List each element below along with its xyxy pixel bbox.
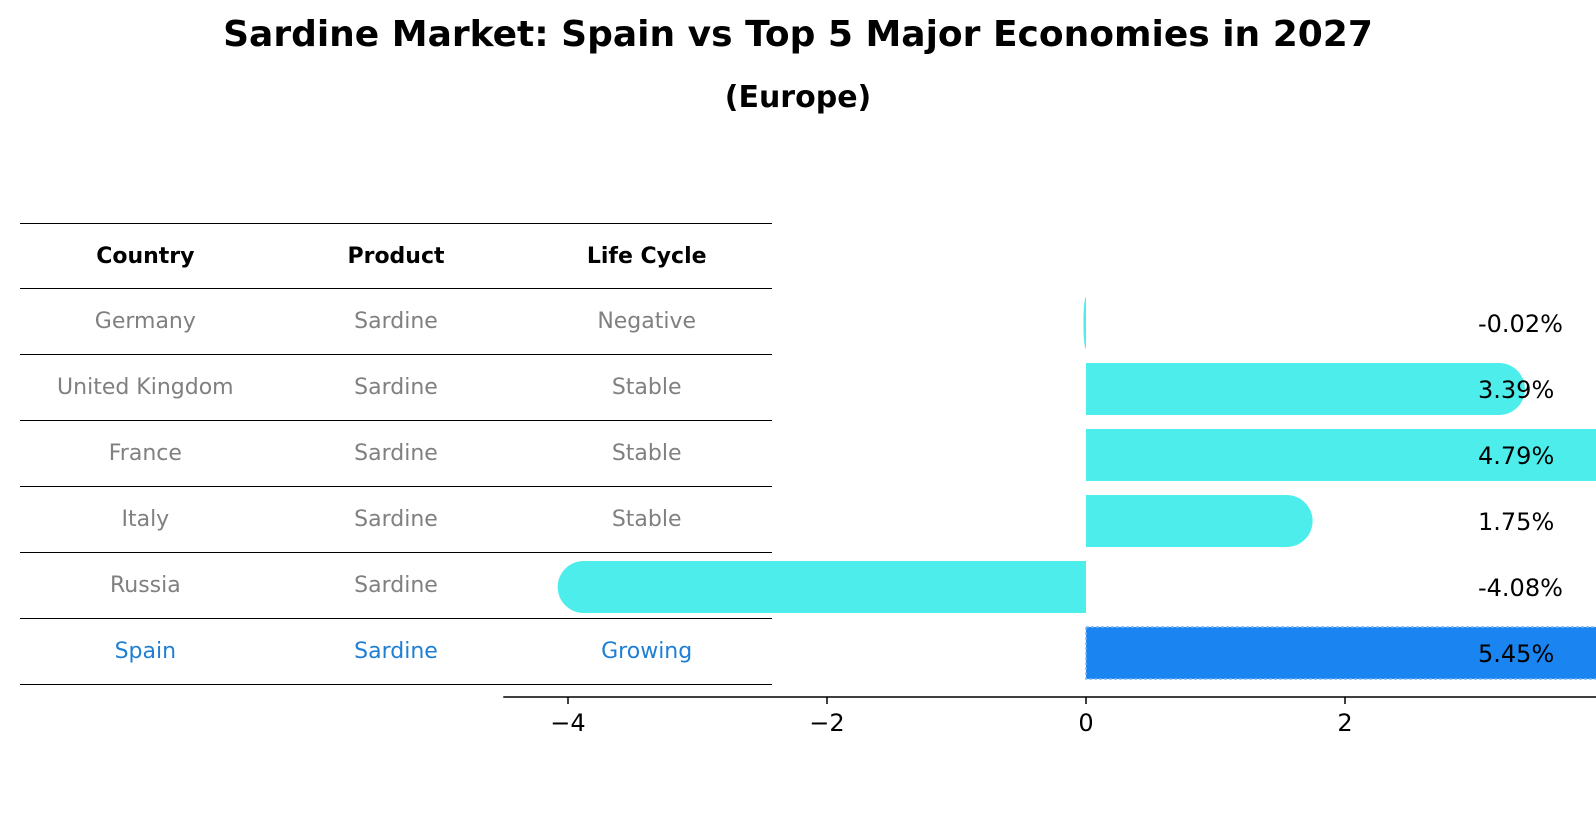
cell-country: France: [108, 441, 182, 466]
bar: [557, 561, 1086, 613]
bar: [1086, 363, 1526, 415]
table-row: Italy Sardine Stable: [20, 487, 772, 553]
cell-life-cycle: Stable: [611, 441, 682, 466]
cell-country: Germany: [94, 309, 196, 334]
table-row: United Kingdom Sardine Stable: [20, 355, 772, 421]
bar: [1086, 495, 1313, 547]
cell-country: Russia: [109, 573, 181, 598]
cell-life-cycle: Stable: [611, 375, 682, 400]
header-life-cycle: Life Cycle: [586, 243, 707, 269]
bar-highlight: [1085, 626, 1596, 680]
cell-product: Sardine: [354, 573, 438, 598]
table-row: France Sardine Stable: [20, 421, 772, 487]
x-tick-label: −2: [809, 709, 844, 737]
header-country: Country: [96, 243, 195, 269]
cell-product: Sardine: [354, 639, 438, 664]
chart-title: Sardine Market: Spain vs Top 5 Major Eco…: [223, 14, 1373, 55]
header-product: Product: [347, 243, 445, 269]
cell-life-cycle: Stable: [611, 507, 682, 532]
bar: [1086, 429, 1596, 481]
value-label: -0.02%: [1478, 310, 1563, 338]
cell-country: Spain: [114, 639, 177, 664]
cell-product: Sardine: [354, 375, 438, 400]
value-label: 1.75%: [1478, 508, 1554, 536]
value-label: 3.39%: [1478, 376, 1554, 404]
table-row-highlight: Spain Sardine Growing: [20, 619, 772, 685]
value-label: 4.79%: [1478, 442, 1554, 470]
x-tick-label: −4: [550, 709, 585, 737]
cell-country: Italy: [121, 507, 170, 532]
cell-product: Sardine: [354, 441, 438, 466]
cell-life-cycle: Growing: [601, 639, 693, 664]
x-tick-label: 2: [1337, 709, 1352, 737]
bar: [1083, 297, 1086, 349]
cell-country: United Kingdom: [57, 375, 234, 400]
table-row: Germany Sardine Negative: [20, 289, 772, 355]
value-label: 5.45%: [1478, 640, 1554, 668]
table-header-row: Country Product Life Cycle: [20, 223, 772, 289]
cell-life-cycle: Negative: [597, 309, 697, 334]
cell-product: Sardine: [354, 507, 438, 532]
value-label: -4.08%: [1478, 574, 1563, 602]
cell-product: Sardine: [354, 309, 438, 334]
chart-subtitle: (Europe): [724, 80, 872, 115]
x-tick-label: 0: [1078, 709, 1093, 737]
